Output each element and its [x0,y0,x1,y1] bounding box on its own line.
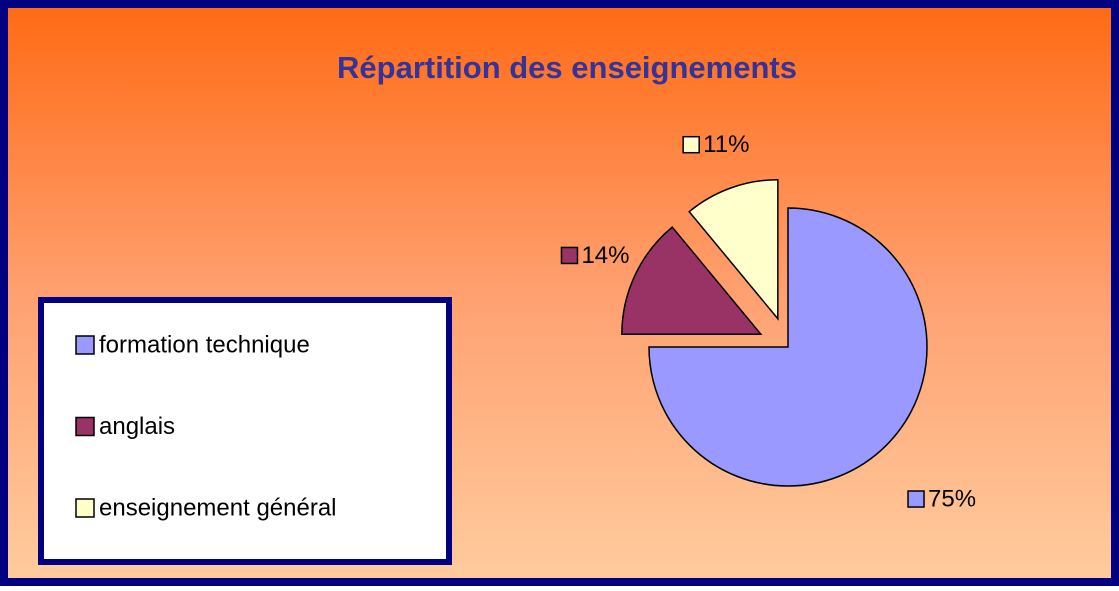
pie-slice [621,226,763,335]
legend-label: anglais [99,413,175,440]
pie-slice [648,207,928,487]
value-label-swatch [682,135,700,154]
value-label-swatch [907,490,925,508]
value-label: 11% [703,131,749,158]
legend-swatch [75,335,95,355]
value-label: 14% [581,242,629,269]
value-label: 75% [928,485,976,512]
legend-label: formation technique [99,331,310,358]
legend [38,297,452,565]
value-label-swatch [560,246,579,265]
legend-label: enseignement général [99,494,337,521]
chart-title: Répartition des enseignements [337,50,797,85]
legend-swatch [75,416,95,437]
pie-slice [688,179,779,321]
legend-swatch [75,498,95,518]
